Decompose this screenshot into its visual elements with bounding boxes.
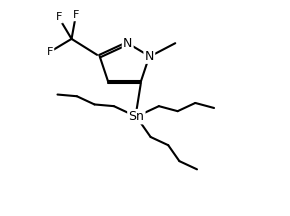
Text: N: N bbox=[145, 50, 154, 63]
Text: Sn: Sn bbox=[128, 110, 144, 123]
Text: F: F bbox=[73, 10, 79, 20]
Text: F: F bbox=[55, 12, 62, 22]
Text: F: F bbox=[47, 47, 53, 57]
Text: N: N bbox=[123, 37, 133, 50]
